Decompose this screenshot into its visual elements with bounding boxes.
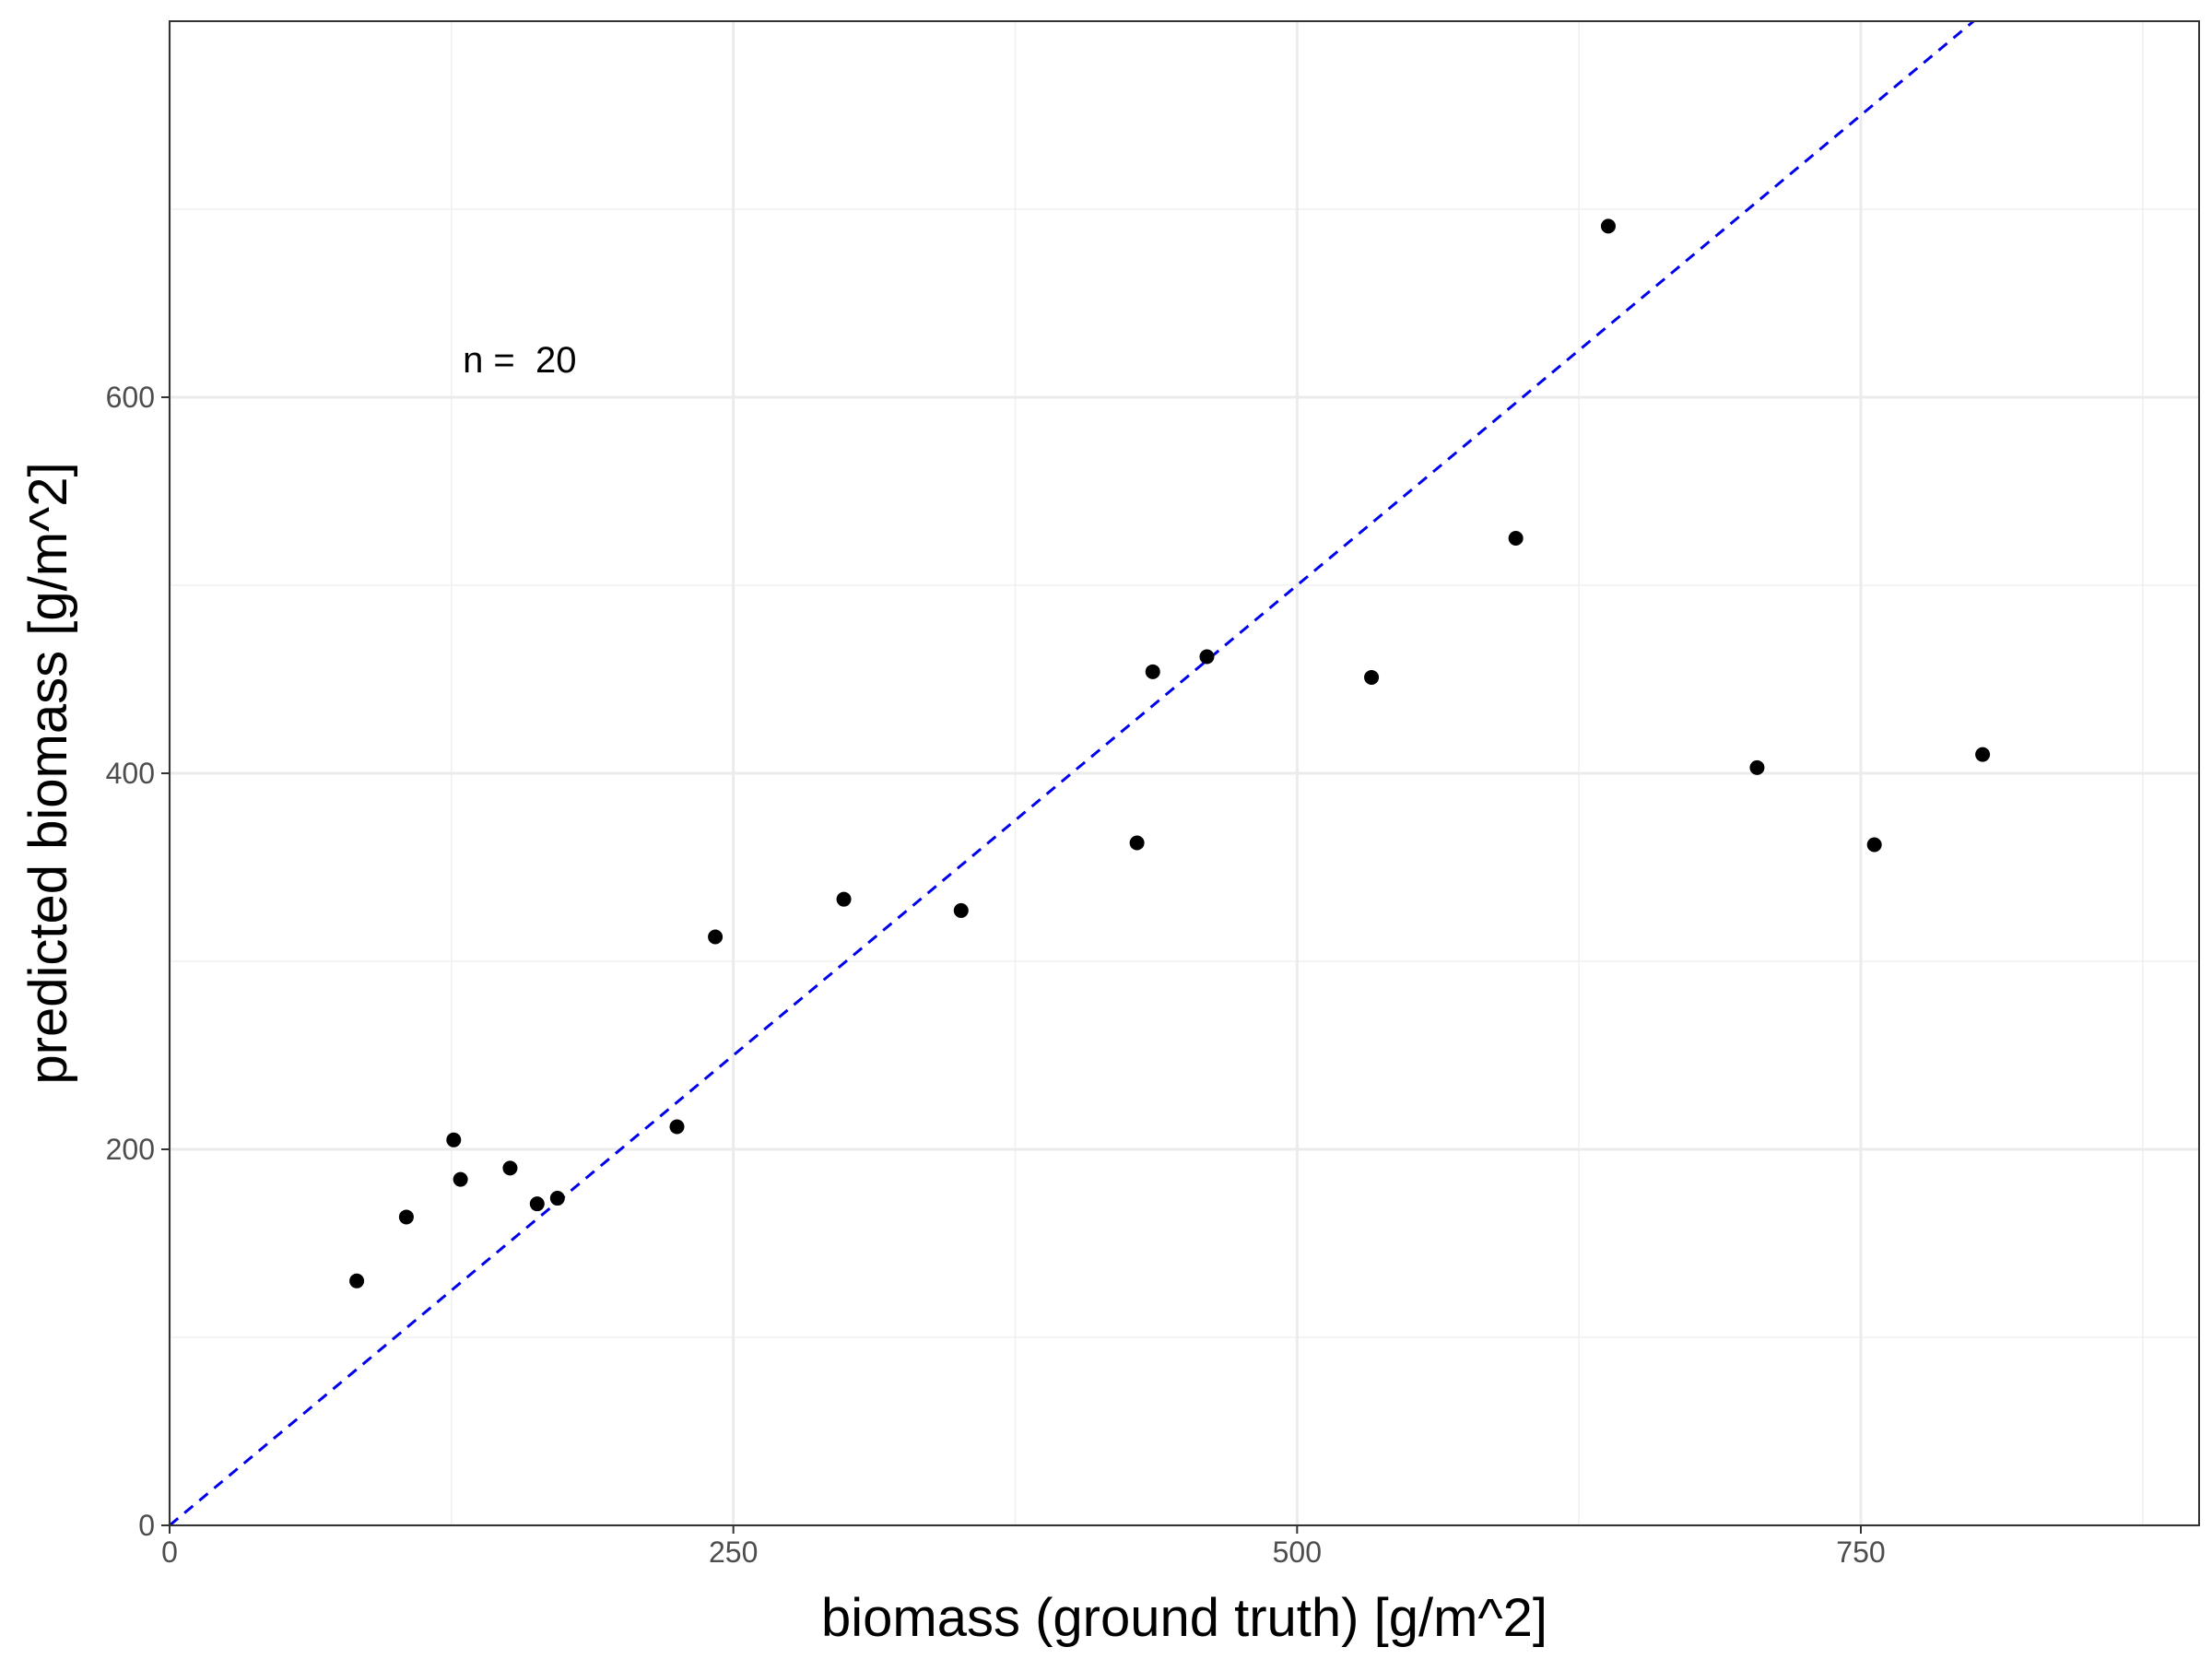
reference-line-layer [169, 19, 1975, 1527]
data-point-18 [1866, 837, 1882, 853]
y-tick-label-2: 400 [106, 757, 155, 790]
annotation-text: n = 20 [463, 340, 576, 381]
data-point-8 [708, 929, 724, 945]
data-point-6 [549, 1191, 565, 1206]
points-layer [349, 218, 1991, 1288]
data-point-15 [1508, 531, 1524, 546]
x-axis-title: biomass (ground truth) [g/m^2] [821, 1588, 1547, 1648]
x-tick-label-3: 750 [1836, 1535, 1885, 1569]
data-point-14 [1364, 669, 1380, 685]
data-point-19 [1975, 747, 1991, 762]
data-point-5 [529, 1196, 545, 1212]
data-point-17 [1749, 759, 1765, 775]
reference-line [169, 19, 1975, 1527]
data-point-1 [398, 1209, 414, 1225]
y-axis-title: predicted biomass [g/m^2] [18, 462, 78, 1084]
y-tick-label-0: 0 [138, 1509, 155, 1542]
data-point-7 [669, 1119, 685, 1135]
data-point-4 [502, 1160, 518, 1176]
x-tick-label-1: 250 [709, 1535, 758, 1569]
data-point-16 [1600, 218, 1616, 234]
data-point-3 [453, 1171, 468, 1187]
grid-minor [170, 21, 2199, 1525]
data-point-0 [349, 1273, 365, 1288]
data-point-12 [1145, 664, 1160, 679]
data-point-13 [1199, 649, 1215, 665]
data-point-11 [1129, 835, 1145, 851]
tick-labels: 0 250 500 750 0 200 400 600 [106, 381, 1886, 1569]
y-tick-label-1: 200 [106, 1133, 155, 1166]
x-tick-label-2: 500 [1273, 1535, 1322, 1569]
axis-ticks [161, 396, 1862, 1534]
data-point-9 [836, 891, 852, 907]
data-point-2 [446, 1132, 462, 1147]
x-tick-label-0: 0 [161, 1535, 178, 1569]
y-tick-label-3: 600 [106, 381, 155, 414]
data-point-10 [953, 902, 969, 918]
